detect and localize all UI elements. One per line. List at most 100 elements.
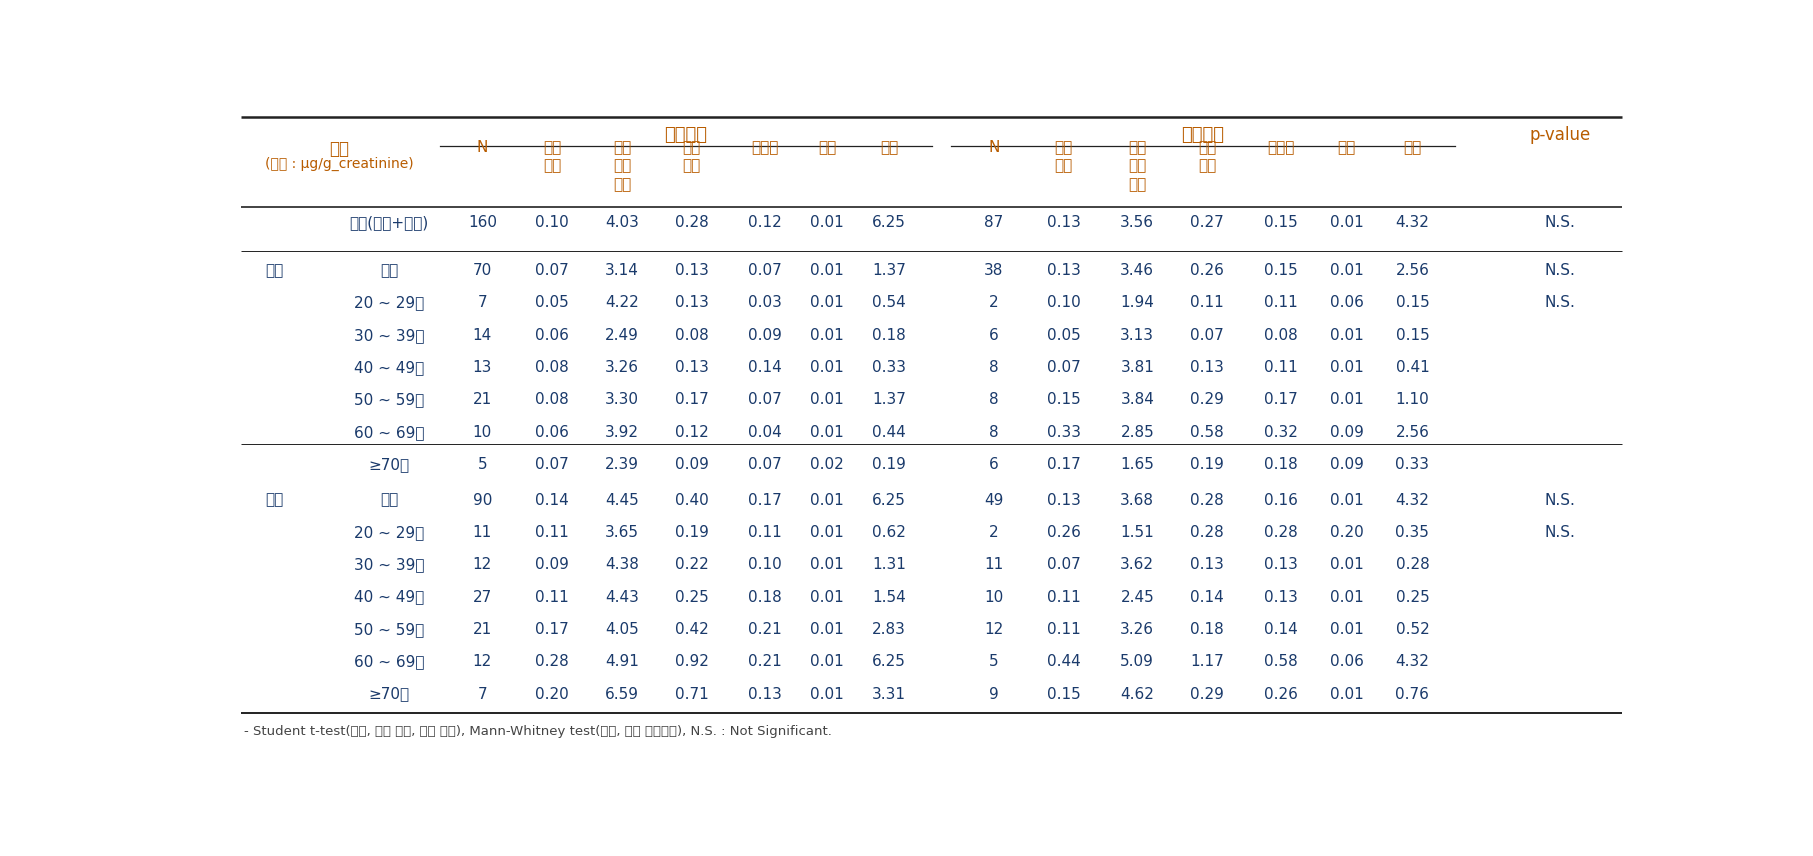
Text: 70: 70	[473, 263, 491, 278]
Text: 0.14: 0.14	[535, 492, 569, 508]
Text: 6.25: 6.25	[872, 654, 906, 669]
Text: 0.16: 0.16	[1264, 492, 1298, 508]
Text: 3.84: 3.84	[1120, 392, 1155, 407]
Text: 최대: 최대	[879, 140, 899, 155]
Text: ≥70세: ≥70세	[368, 457, 410, 473]
Text: 0.01: 0.01	[810, 392, 845, 407]
Text: 38: 38	[984, 263, 1004, 278]
Text: 0.26: 0.26	[1264, 687, 1298, 702]
Text: 2.49: 2.49	[606, 328, 638, 342]
Text: 1.10: 1.10	[1396, 392, 1429, 407]
Text: 4.05: 4.05	[606, 622, 638, 637]
Text: 0.01: 0.01	[810, 492, 845, 508]
Text: 0.01: 0.01	[1329, 557, 1363, 572]
Text: 40 ~ 49세: 40 ~ 49세	[354, 360, 424, 375]
Text: 2.85: 2.85	[1120, 425, 1155, 440]
Text: 5.09: 5.09	[1120, 654, 1155, 669]
Text: 0.13: 0.13	[1189, 360, 1224, 375]
Text: 0.13: 0.13	[1046, 216, 1081, 230]
Text: 21: 21	[473, 392, 491, 407]
Text: 0.01: 0.01	[810, 216, 845, 230]
Text: N: N	[477, 140, 488, 155]
Text: 0.09: 0.09	[1329, 457, 1363, 473]
Text: 0.33: 0.33	[872, 360, 906, 375]
Text: 6.59: 6.59	[606, 687, 638, 702]
Text: 0.01: 0.01	[810, 525, 845, 540]
Text: 0.35: 0.35	[1396, 525, 1429, 540]
Text: 0.13: 0.13	[1189, 557, 1224, 572]
Text: 0.09: 0.09	[674, 457, 709, 473]
Text: 0.17: 0.17	[674, 392, 709, 407]
Text: 2.56: 2.56	[1396, 263, 1429, 278]
Text: 4.32: 4.32	[1396, 216, 1429, 230]
Text: 2: 2	[990, 295, 999, 311]
Text: 11: 11	[984, 557, 1004, 572]
Text: 0.15: 0.15	[1046, 687, 1081, 702]
Text: 10: 10	[984, 590, 1004, 604]
Text: 0.19: 0.19	[1189, 457, 1224, 473]
Text: 1.37: 1.37	[872, 392, 906, 407]
Text: 0.17: 0.17	[749, 492, 781, 508]
Text: 1.31: 1.31	[872, 557, 906, 572]
Text: 0.11: 0.11	[1046, 590, 1081, 604]
Text: 0.28: 0.28	[1189, 525, 1224, 540]
Text: 0.22: 0.22	[674, 557, 709, 572]
Text: 최대: 최대	[1403, 140, 1421, 155]
Text: 0.44: 0.44	[872, 425, 906, 440]
Text: 0.25: 0.25	[1396, 590, 1429, 604]
Text: p-value: p-value	[1528, 126, 1590, 144]
Text: 여자: 여자	[265, 492, 285, 508]
Text: 0.15: 0.15	[1264, 216, 1298, 230]
Text: 0.17: 0.17	[535, 622, 569, 637]
Text: 0.33: 0.33	[1396, 457, 1429, 473]
Text: 0.09: 0.09	[1329, 425, 1363, 440]
Text: 40 ~ 49세: 40 ~ 49세	[354, 590, 424, 604]
Text: 60 ~ 69세: 60 ~ 69세	[354, 654, 424, 669]
Text: 8: 8	[990, 360, 999, 375]
Text: 0.01: 0.01	[1329, 328, 1363, 342]
Text: 0.13: 0.13	[1046, 492, 1081, 508]
Text: 0.28: 0.28	[674, 216, 709, 230]
Text: 5: 5	[477, 457, 488, 473]
Text: 0.52: 0.52	[1396, 622, 1429, 637]
Text: 0.08: 0.08	[535, 392, 569, 407]
Text: 0.01: 0.01	[810, 328, 845, 342]
Text: N.S.: N.S.	[1545, 525, 1575, 540]
Text: 0.11: 0.11	[1189, 295, 1224, 311]
Text: 1.65: 1.65	[1120, 457, 1155, 473]
Text: 11: 11	[473, 525, 491, 540]
Text: 0.32: 0.32	[1264, 425, 1298, 440]
Text: 20 ~ 29세: 20 ~ 29세	[354, 525, 424, 540]
Text: 3.68: 3.68	[1120, 492, 1155, 508]
Text: 0.11: 0.11	[1264, 360, 1298, 375]
Text: 0.20: 0.20	[535, 687, 569, 702]
Text: 3.31: 3.31	[872, 687, 906, 702]
Text: 산술
평균: 산술 평균	[682, 140, 702, 173]
Text: 0.01: 0.01	[810, 622, 845, 637]
Text: 4.03: 4.03	[606, 216, 638, 230]
Text: 0.09: 0.09	[749, 328, 781, 342]
Text: 0.62: 0.62	[872, 525, 906, 540]
Text: 0.40: 0.40	[674, 492, 709, 508]
Text: 0.07: 0.07	[1046, 360, 1081, 375]
Text: 8: 8	[990, 425, 999, 440]
Text: 6.25: 6.25	[872, 492, 906, 508]
Text: 12: 12	[473, 654, 491, 669]
Text: 4.32: 4.32	[1396, 492, 1429, 508]
Text: 0.11: 0.11	[1264, 295, 1298, 311]
Text: 2.39: 2.39	[606, 457, 638, 473]
Text: 0.11: 0.11	[749, 525, 781, 540]
Text: 대조지역: 대조지역	[1182, 126, 1224, 144]
Text: 전체: 전체	[381, 263, 399, 278]
Text: 0.18: 0.18	[872, 328, 906, 342]
Text: 0.12: 0.12	[749, 216, 781, 230]
Text: 0.12: 0.12	[674, 425, 709, 440]
Text: 0.01: 0.01	[810, 295, 845, 311]
Text: N.S.: N.S.	[1545, 492, 1575, 508]
Text: 전체(남자+여자): 전체(남자+여자)	[350, 216, 430, 230]
Text: 10: 10	[473, 425, 491, 440]
Text: 기하
표준
편차: 기하 표준 편차	[613, 140, 631, 192]
Text: 4.91: 4.91	[606, 654, 638, 669]
Text: 0.13: 0.13	[1264, 557, 1298, 572]
Text: 9: 9	[990, 687, 999, 702]
